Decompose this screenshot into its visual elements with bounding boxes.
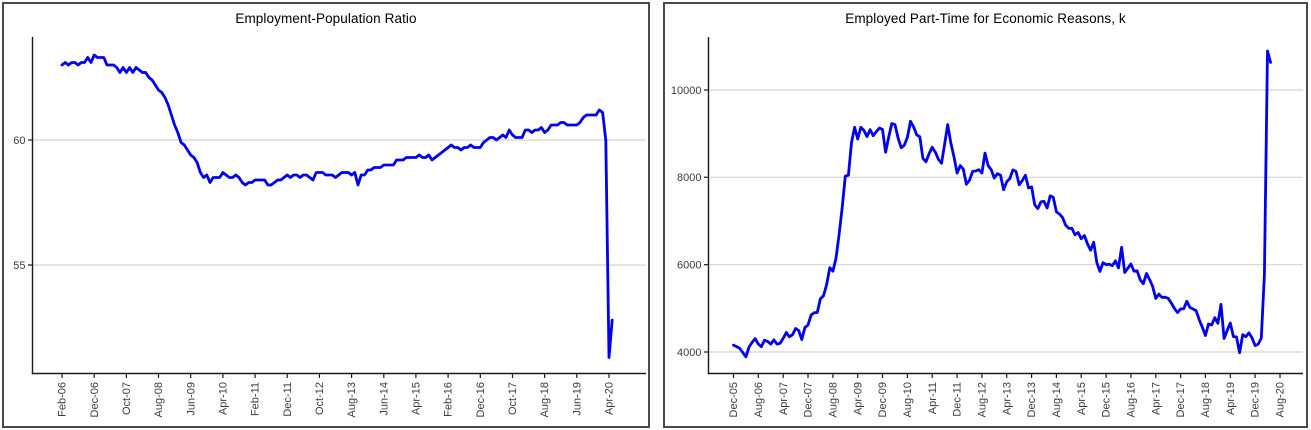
x-tick-label: Aug-13 [346, 382, 358, 417]
x-tick-label: Jun-09 [185, 382, 197, 416]
x-tick-label: Jun-14 [378, 382, 390, 416]
x-tick-label: Feb-06 [57, 382, 69, 417]
x-tick-label: Oct-07 [121, 382, 133, 415]
x-tick-label: Oct-12 [314, 382, 326, 415]
x-tick-label: Aug-14 [1051, 382, 1063, 417]
x-tick-label: Apr-10 [218, 382, 230, 415]
chart-title-employment-population-ratio: Employment-Population Ratio [235, 11, 417, 26]
x-tick-label: Dec-11 [282, 382, 294, 417]
x-tick-label: Dec-11 [952, 382, 964, 417]
y-tick-label: 4000 [677, 347, 701, 359]
y-tick-label: 10000 [671, 85, 702, 97]
x-tick-label: Dec-06 [89, 382, 101, 417]
chart-panel-employment-population-ratio: 55 60 Feb-06 Dec-06 Oct-07 Aug-08 Jun-09 Apr-10… [2, 2, 650, 428]
data-series-line [732, 49, 1272, 359]
x-tick-label: Dec-05 [728, 382, 740, 417]
chart-title-part-time-economic-reasons: Employed Part-Time for Economic Reasons,… [845, 11, 1126, 26]
x-tick-label: Apr-13 [1001, 382, 1013, 415]
x-tick-label: Aug-06 [753, 382, 765, 417]
part-time-economic-reasons-line-chart: 4000 6000 8000 10000 Dec-05 Aug-06 Apr-07 Dec-0… [671, 37, 1303, 417]
x-tick-label: Feb-11 [250, 382, 262, 416]
x-tick-label: Aug-08 [828, 382, 840, 417]
x-tick-label: Oct-17 [507, 382, 519, 415]
x-tick-label: Dec-17 [1175, 382, 1187, 417]
x-tick-label: Apr-11 [927, 382, 939, 414]
x-tick-label: Apr-15 [411, 382, 423, 415]
x-tick-label: Aug-18 [1200, 382, 1212, 417]
x-tick-label: Apr-07 [778, 382, 790, 415]
x-tick-label: Apr-20 [604, 382, 616, 415]
x-tick-label: Apr-17 [1150, 382, 1162, 415]
x-tick-label: Aug-08 [153, 382, 165, 417]
x-tick-label: Aug-12 [977, 382, 989, 417]
x-tick-label: Apr-09 [852, 382, 864, 415]
x-tick-label: Dec-13 [1026, 382, 1038, 417]
x-tick-label: Feb-16 [443, 382, 455, 417]
x-tick-label: Dec-15 [1101, 382, 1113, 417]
x-tick-label: Aug-16 [1126, 382, 1138, 417]
x-tick-label: Apr-15 [1076, 382, 1088, 415]
x-tick-label: Dec-07 [803, 382, 815, 417]
employment-population-ratio-line-chart: 55 60 Feb-06 Dec-06 Oct-07 Aug-08 Jun-09 Apr-10… [13, 37, 646, 417]
chart-panel-part-time-economic-reasons: 4000 6000 8000 10000 Dec-05 Aug-06 Apr-07 Dec-0… [663, 2, 1308, 428]
x-tick-label: Dec-16 [475, 382, 487, 417]
y-tick-label: 60 [13, 135, 25, 147]
x-tick-label: Aug-20 [1275, 382, 1287, 417]
x-tick-label: Aug-18 [539, 382, 551, 417]
x-tick-label: Aug-10 [902, 382, 914, 417]
y-tick-label: 55 [13, 260, 25, 272]
x-tick-label: Jun-19 [571, 382, 583, 416]
x-tick-label: Dec-09 [877, 382, 889, 417]
x-tick-label: Dec-19 [1250, 382, 1262, 417]
y-tick-label: 8000 [677, 172, 701, 184]
data-series-line [60, 53, 614, 359]
y-tick-label: 6000 [677, 260, 701, 272]
x-tick-label: Apr-19 [1225, 382, 1237, 415]
